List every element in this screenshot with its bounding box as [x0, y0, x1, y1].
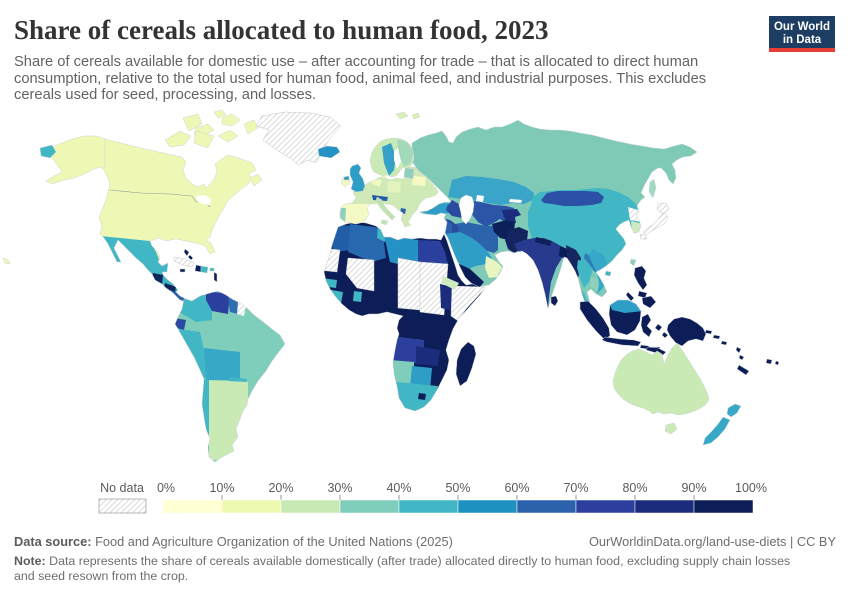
- svg-text:40%: 40%: [386, 481, 411, 495]
- svg-text:60%: 60%: [504, 481, 529, 495]
- svg-text:30%: 30%: [327, 481, 352, 495]
- svg-text:50%: 50%: [445, 481, 470, 495]
- svg-text:90%: 90%: [681, 481, 706, 495]
- svg-text:0%: 0%: [157, 481, 175, 495]
- svg-text:No data: No data: [100, 481, 144, 495]
- svg-text:10%: 10%: [209, 481, 234, 495]
- svg-text:70%: 70%: [563, 481, 588, 495]
- svg-text:100%: 100%: [735, 481, 767, 495]
- svg-text:80%: 80%: [622, 481, 647, 495]
- svg-text:20%: 20%: [268, 481, 293, 495]
